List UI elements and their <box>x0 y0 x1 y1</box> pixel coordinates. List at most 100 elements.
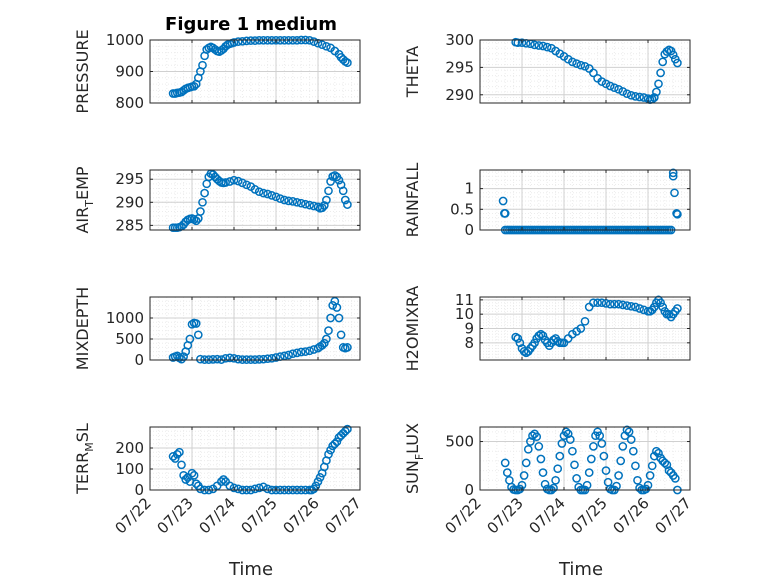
data-point <box>584 468 594 477</box>
data-point <box>572 474 581 483</box>
y-axis-label-tail: SL <box>73 423 92 442</box>
data-point <box>530 338 539 348</box>
data-point <box>185 334 195 344</box>
data-point <box>645 471 655 480</box>
data-point <box>254 355 264 364</box>
data-point <box>292 348 302 358</box>
data-point <box>340 195 350 205</box>
data-point <box>628 446 638 456</box>
data-point <box>177 460 186 470</box>
data-point <box>557 439 567 448</box>
y-tick-label: 8 <box>464 334 474 352</box>
data-point <box>652 446 661 456</box>
data-point <box>340 426 350 436</box>
data-point <box>225 481 235 491</box>
data-point <box>624 427 634 437</box>
data-point <box>626 90 636 100</box>
data-point <box>528 431 537 441</box>
data-point <box>263 484 272 494</box>
data-point <box>593 298 602 308</box>
data-point <box>225 353 235 363</box>
data-point <box>326 177 335 186</box>
data-point <box>500 209 510 218</box>
data-point <box>542 42 552 52</box>
y-axis-label: H2OMIXRA <box>403 286 422 372</box>
y-tick-label: 290 <box>115 193 144 211</box>
data-point <box>538 41 548 51</box>
y-tick-label: 290 <box>445 86 474 104</box>
data-point <box>649 93 659 102</box>
data-point <box>246 36 256 45</box>
data-point <box>649 302 659 312</box>
y-axis-label: PRESSURE <box>73 29 92 113</box>
data-point <box>187 468 197 478</box>
data-point <box>170 454 180 463</box>
data-point <box>534 41 544 50</box>
y-axis-label: TERRMSL <box>73 423 96 495</box>
data-point <box>221 178 230 187</box>
y-axis-label: RAINFALL <box>403 163 422 238</box>
data-point <box>605 81 615 91</box>
data-point <box>229 353 239 363</box>
y-axis-label: SUNFLUX <box>403 423 426 494</box>
data-point <box>275 194 285 203</box>
data-point <box>198 60 207 70</box>
data-point <box>589 68 598 78</box>
data-point <box>631 461 640 471</box>
y-tick-label: 0 <box>134 351 144 369</box>
data-point <box>660 458 670 468</box>
y-tick-label: 10 <box>455 305 474 323</box>
data-point <box>626 301 636 311</box>
y-axis-label-tail: EMP <box>73 166 92 200</box>
data-point <box>538 468 548 477</box>
data-point <box>319 338 329 348</box>
data-point <box>513 334 523 343</box>
data-point <box>580 316 590 326</box>
y-tick-label: 500 <box>445 433 474 451</box>
data-point <box>668 168 678 178</box>
y-axis-label-main: THETA <box>403 46 422 98</box>
data-point <box>673 209 682 219</box>
data-point <box>498 196 508 206</box>
data-point <box>597 77 607 86</box>
data-point <box>219 475 228 484</box>
data-point <box>263 354 272 364</box>
data-point <box>538 331 548 341</box>
data-point <box>530 40 539 50</box>
data-point <box>317 203 327 213</box>
data-point <box>326 445 335 455</box>
y-axis-label-main: MIXDEPTH <box>73 287 92 370</box>
data-point <box>601 466 611 475</box>
data-point <box>229 175 239 185</box>
data-point <box>568 446 577 456</box>
data-point <box>168 452 178 461</box>
y-tick-label: 300 <box>445 31 474 49</box>
data-point <box>191 319 201 328</box>
data-point <box>221 353 230 363</box>
data-point <box>549 483 558 493</box>
y-tick-label: 100 <box>115 460 144 478</box>
x-axis-label: Time <box>228 559 273 580</box>
data-point <box>658 302 668 312</box>
data-point <box>597 439 607 448</box>
y-tick-label: 9 <box>464 320 474 338</box>
data-point <box>670 474 680 483</box>
data-point <box>189 81 199 91</box>
data-point <box>328 301 338 310</box>
data-point <box>263 189 272 199</box>
y-tick-label: 900 <box>115 63 144 81</box>
data-point <box>212 354 222 364</box>
data-point <box>673 304 682 313</box>
data-point <box>271 192 281 202</box>
series-points <box>168 169 352 233</box>
subplot-3: 285 290 295 AIRTEMP <box>73 166 361 234</box>
data-point <box>193 330 203 340</box>
data-point <box>233 37 243 46</box>
data-point <box>288 349 298 359</box>
data-point <box>635 92 644 102</box>
data-point <box>670 188 679 198</box>
data-point <box>313 477 323 486</box>
y-tick-label: 1000 <box>106 31 144 49</box>
y-axis-label-subscript: T <box>83 200 96 208</box>
data-point <box>181 475 191 484</box>
